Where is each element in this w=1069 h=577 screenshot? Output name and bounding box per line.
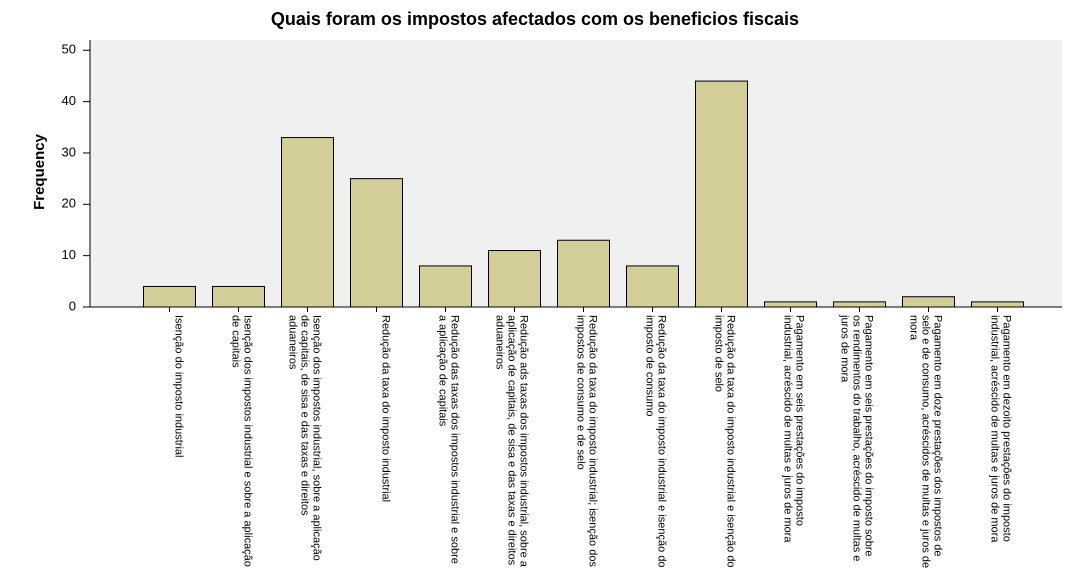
x-tick-label-line: Isenção dos impostos industrial e sobre … [241, 315, 253, 567]
x-tick-label-line: Redução da taxa do imposto industrial e … [724, 315, 736, 568]
bar [695, 80, 748, 308]
x-tick-label-line: Pagamento em doze prestações dos imposto… [931, 315, 943, 557]
x-tick-label-line: Isenção do imposto industrial [172, 315, 184, 457]
x-tick-label-line: imposto de selo [712, 315, 724, 392]
x-tick-label: Isenção do imposto industrial [172, 315, 184, 457]
x-tick-label-line: juros de mora [838, 314, 850, 383]
x-tick-label: Isenção dos impostos industrial, sobre a… [286, 315, 322, 561]
y-tick-label: 0 [69, 298, 76, 313]
x-tick-label-line: a aplicação de capitais [436, 315, 448, 427]
x-tick-label-line: Redução ads taxas dos impostos industria… [517, 315, 529, 568]
x-tick-label-line: Redução das taxas dos impostos industria… [448, 315, 460, 564]
x-tick-label: Pagamento em doze prestações dos imposto… [907, 315, 943, 568]
x-tick-label: Redução das taxas dos impostos industria… [436, 315, 460, 564]
x-tick-label-line: industrial, acréscido de multas e juros … [988, 315, 1000, 543]
y-tick-label: 10 [62, 247, 76, 262]
x-tick-label-line: Pagamento em dezoito prestações do impos… [1000, 315, 1012, 542]
bar [557, 239, 610, 308]
bar [833, 301, 886, 308]
x-tick-label-line: Redução da taxa do imposto industrial; i… [586, 315, 598, 567]
chart-title: Quais foram os impostos afectados com os… [271, 9, 799, 29]
x-tick-label-line: Redução da taxa do imposto industrial e … [655, 315, 667, 568]
bar [350, 178, 403, 308]
x-tick-label-line: de capitais [229, 315, 241, 368]
x-tick-label: Redução da taxa do imposto industrial e … [643, 315, 667, 568]
x-tick-label-line: os rendimentos do trabalho, acréscido de… [850, 315, 862, 561]
y-tick-label: 40 [62, 93, 76, 108]
x-tick-label-line: de capitais, de sisa e das taxas e direi… [298, 315, 310, 516]
bar [764, 301, 817, 308]
x-tick-label-line: Isenção dos impostos industrial, sobre a… [310, 315, 322, 561]
bar [419, 265, 472, 308]
x-tick-label: Pagamento em seis prestações do impostoi… [781, 315, 805, 543]
bar [212, 285, 265, 308]
x-tick-label-line: impostos de consumo e de selo [574, 315, 586, 470]
x-tick-label-line: imposto de consumo [643, 315, 655, 417]
x-tick-label-line: industrial, acréscido de multas e juros … [781, 315, 793, 543]
bar [488, 250, 541, 308]
x-tick-label: Isenção dos impostos industrial e sobre … [229, 315, 253, 567]
x-tick-label-line: aplicação de capitais, de sisa e das tax… [505, 315, 517, 566]
bar [281, 137, 334, 308]
x-tick-label-line: Pagamento em seis prestações do imposto [793, 315, 805, 526]
x-tick-label-line: mora [907, 315, 919, 341]
x-tick-label-line: selo e de consumo, acréscidos de multas … [919, 315, 931, 568]
y-tick-label: 50 [62, 42, 76, 57]
x-tick-label: Redução da taxa do imposto industrial; i… [574, 315, 598, 567]
y-tick-label: 30 [62, 144, 76, 159]
x-tick-label: Pagamento em dezoito prestações do impos… [988, 315, 1012, 543]
y-tick-label: 20 [62, 196, 76, 211]
x-tick-label-line: Redução da taxa do imposto industrial [379, 315, 391, 502]
bar [626, 265, 679, 308]
x-tick-label: Redução da taxa do imposto industrial [379, 315, 391, 502]
bar [971, 301, 1024, 308]
y-axis-label: Frequency [31, 133, 48, 210]
x-tick-label-line: Pagamento em seis prestações do imposto … [862, 315, 874, 557]
x-tick-label-line: aduaneiros [286, 315, 298, 370]
x-tick-label-line: aduaneiros [493, 315, 505, 370]
x-tick-label: Pagamento em seis prestações do imposto … [838, 314, 874, 561]
x-tick-label: Redução da taxa do imposto industrial e … [712, 315, 736, 568]
x-tick-label: Redução ads taxas dos impostos industria… [493, 315, 529, 568]
bar [143, 285, 196, 308]
bar [902, 296, 955, 308]
